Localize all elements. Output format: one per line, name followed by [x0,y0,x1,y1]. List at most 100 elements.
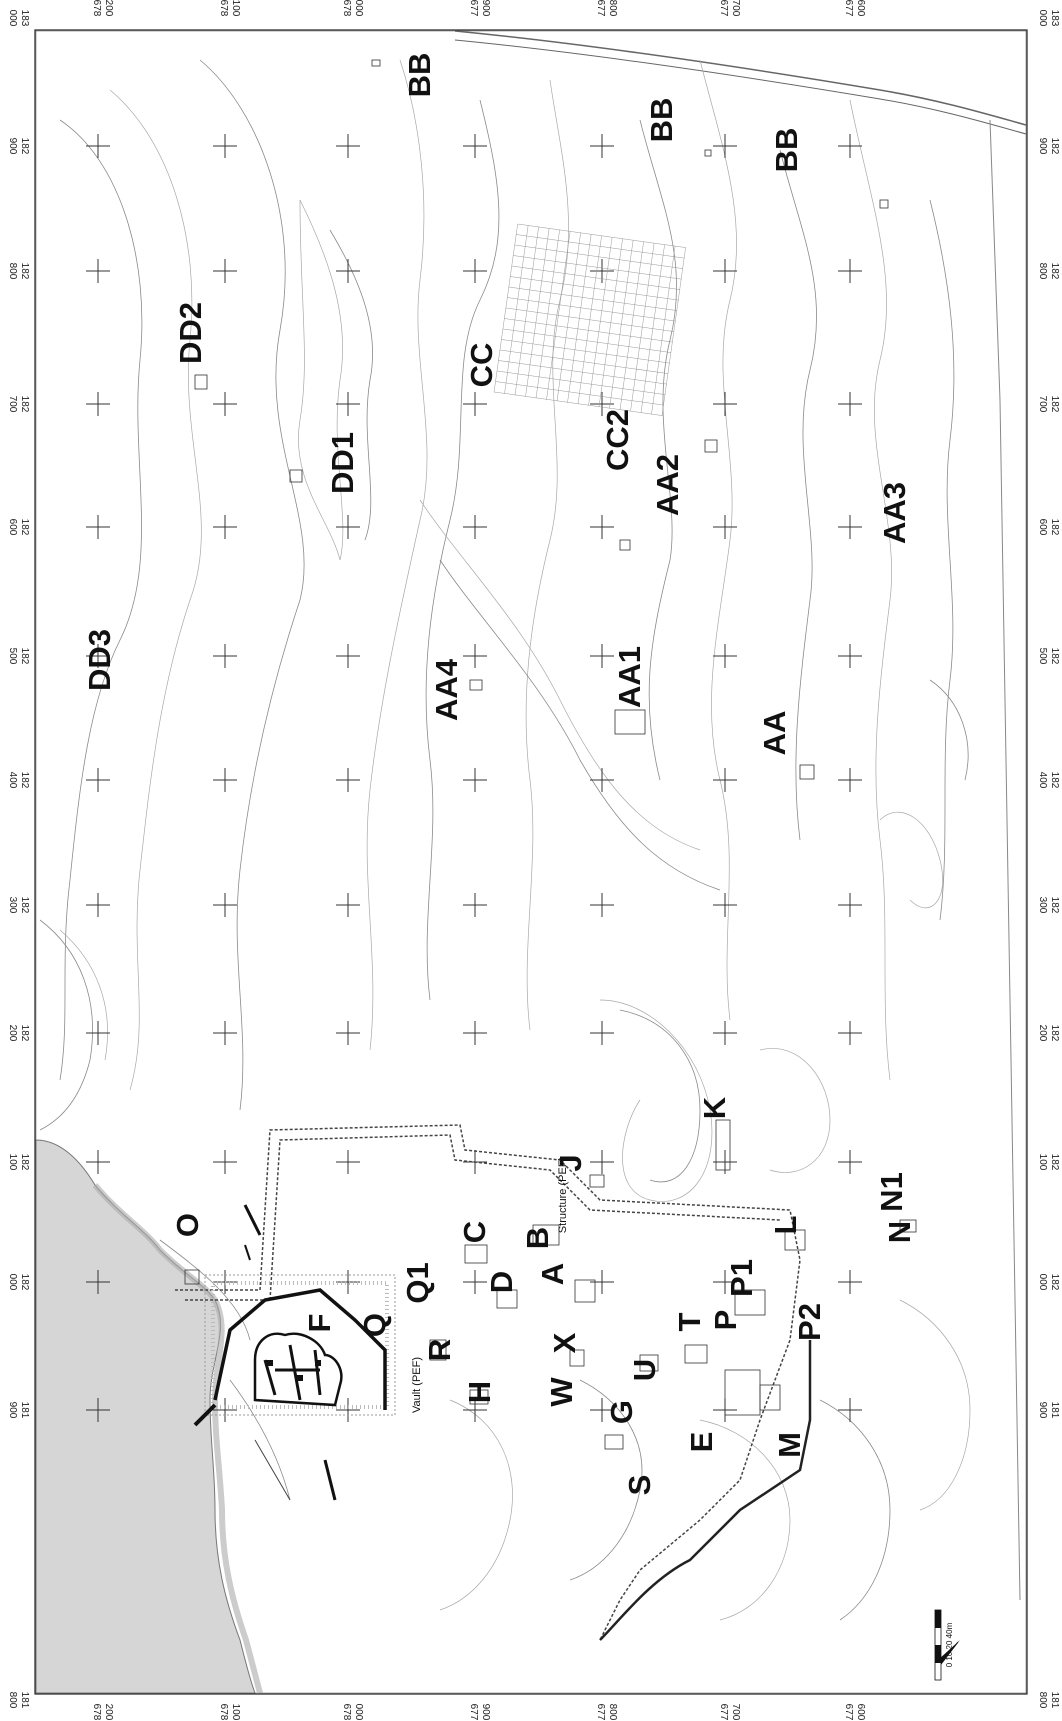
tick-label: 182 [1049,897,1060,914]
grid-cross [213,644,237,668]
grid-cross [336,893,360,917]
grid-cross [713,768,737,792]
label-t: T [672,1312,707,1331]
tick-label: 000 [1037,10,1048,27]
scale-bar: 0 10 20 40m [934,1609,954,1681]
label-d: D [484,1271,519,1293]
label-aa1: AA1 [612,646,647,708]
grid-cross [713,1270,737,1294]
grid-cross [213,768,237,792]
tick-label: 182 [1049,648,1060,665]
grid-cross [838,1398,862,1422]
tick-label: 182 [1049,396,1060,413]
grid-cross [336,259,360,283]
label-aa2: AA2 [650,454,685,516]
label-b: B [520,1227,555,1249]
label-g: G [604,1400,639,1424]
tick-label: 182 [1049,263,1060,280]
label-l: L [768,1216,803,1235]
tick-label: 678 [218,0,229,17]
tick-label: 678 [91,1704,102,1721]
tick-label: 677 [595,0,606,17]
road-right [989,119,1021,1601]
label-bb-right: BB [769,128,804,173]
grid-cross [838,893,862,917]
grid-cross [213,1150,237,1174]
tick-label: 182 [1049,772,1060,789]
grid-cross [590,134,614,158]
label-q: Q [357,1313,392,1337]
tick-label: 183 [19,10,30,27]
tick-label: 300 [7,897,18,914]
breakwaters [193,1204,337,1501]
tick-label: 181 [1049,1402,1060,1419]
tick-label: 182 [1049,138,1060,155]
small-structures [184,59,917,1450]
label-dd1: DD1 [325,432,360,494]
label-dd3: DD3 [82,629,117,691]
label-aa3: AA3 [877,482,912,544]
grid-cross [336,392,360,416]
label-dd2: DD2 [173,302,208,364]
grid-cross [463,134,487,158]
tick-label: 182 [19,1154,30,1171]
tick-label: 182 [19,772,30,789]
grid-cross [838,1270,862,1294]
railway-line [454,30,1027,126]
tick-label: 000 [353,1704,364,1721]
label-o: O [170,1213,205,1237]
grid-cross [213,392,237,416]
grid-cross [213,259,237,283]
scale-bar-label: 0 10 20 40m [945,1622,954,1667]
tick-label: 900 [480,1704,491,1721]
tick-label: 200 [7,1025,18,1042]
grid-cross [213,1021,237,1045]
tick-label: 800 [607,0,618,17]
grid-cross [336,134,360,158]
tick-label: 677 [595,1704,606,1721]
grid-cross [463,1021,487,1045]
grid-cross [590,1270,614,1294]
tick-label: 200 [103,1704,114,1721]
label-bb-mid: BB [644,98,679,143]
tick-label: 900 [1037,138,1048,155]
tick-label: 677 [718,1704,729,1721]
grid-cross [713,644,737,668]
tick-label: 677 [468,1704,479,1721]
tick-label: 500 [1037,648,1048,665]
label-cc: CC [464,343,499,388]
grid-cross [463,392,487,416]
area-labels: BB BB BB DD2 DD1 DD3 CC CC2 AA2 AA3 AA4 … [82,53,917,1496]
grid-cross [713,515,737,539]
tick-label: 677 [468,0,479,17]
grid-cross [590,259,614,283]
label-j: J [553,1154,588,1171]
grid-cross [86,768,110,792]
tick-label: 182 [19,648,30,665]
tick-label: 600 [855,0,866,17]
grid-cross [336,768,360,792]
tick-label: 182 [19,138,30,155]
grid-cross [463,515,487,539]
label-p1: P1 [724,1259,759,1297]
tick-label: 100 [230,0,241,17]
tick-label: 700 [730,0,741,17]
tick-label: 900 [7,1402,18,1419]
grid-cross [86,515,110,539]
label-p: P [708,1310,743,1331]
tick-label: 100 [230,1704,241,1721]
grid-cross [838,134,862,158]
grid-cross [213,1398,237,1422]
grid-cross [86,644,110,668]
tick-label: 182 [1049,1154,1060,1171]
tick-label: 900 [1037,1402,1048,1419]
tick-label: 800 [7,1692,18,1709]
label-m: M [772,1432,807,1458]
label-cc2: CC2 [600,409,635,471]
grid-cross [86,134,110,158]
tick-label: 000 [7,10,18,27]
tick-label: 200 [103,0,114,17]
tick-label: 100 [1037,1154,1048,1171]
coast-hatch [92,1183,263,1694]
